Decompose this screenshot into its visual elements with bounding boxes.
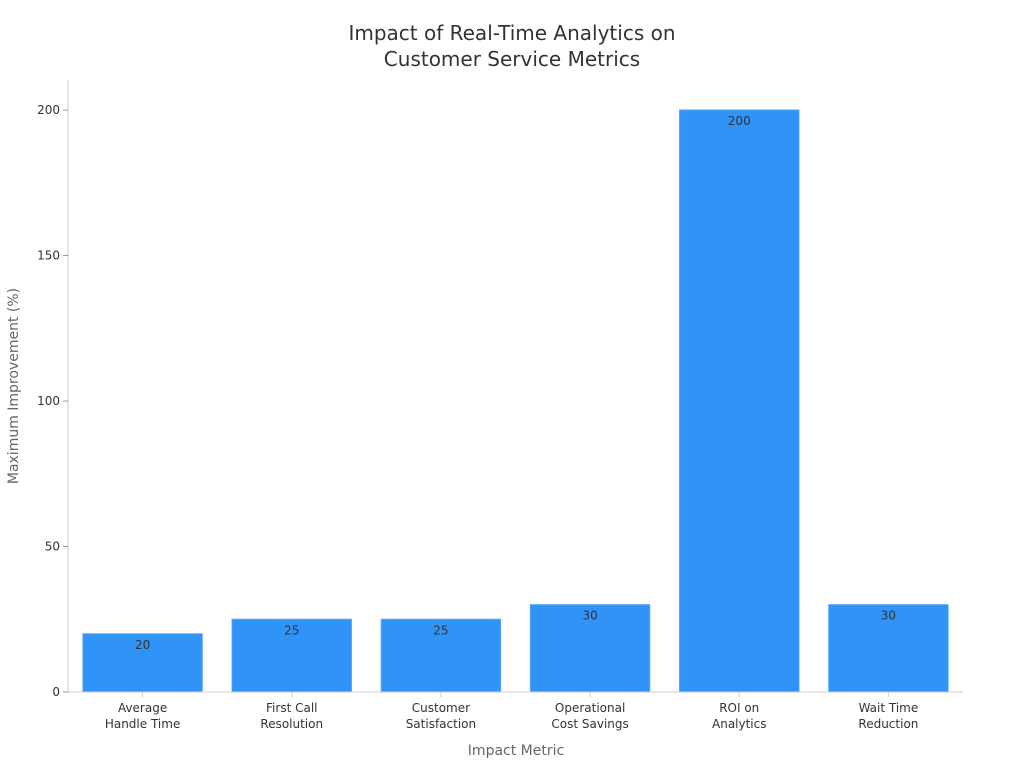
y-tick-label: 200: [37, 103, 60, 117]
y-tick-label: 50: [45, 540, 60, 554]
y-tick-label: 150: [37, 249, 60, 263]
x-tick-label: Operational Cost Savings: [551, 701, 628, 731]
bar-1: [231, 618, 352, 693]
bar-2: [380, 618, 502, 693]
x-tick-label: Customer Satisfaction: [406, 701, 476, 731]
y-axis-label: Maximum Improvement (%): [6, 288, 22, 484]
bar-value-label: 20: [135, 638, 150, 652]
y-tick-label: 0: [52, 685, 60, 699]
bar-5: [828, 604, 949, 693]
x-tick-label: ROI on Analytics: [712, 701, 767, 731]
chart-title: Impact of Real-Time Analytics on Custome…: [348, 21, 675, 71]
y-tick-label: 100: [37, 394, 60, 408]
bar-3: [529, 604, 651, 693]
bar-value-label: 200: [728, 114, 751, 128]
bar-value-label: 30: [582, 609, 597, 623]
bars: 20 25 25 30 200 30: [82, 109, 949, 693]
x-tick-label: Average Handle Time: [105, 701, 181, 731]
x-tick-label: Wait Time Reduction: [858, 701, 918, 731]
bar-value-label: 25: [433, 623, 448, 637]
x-axis: Average Handle Time First Call Resolution Cu…: [68, 691, 963, 731]
x-axis-label: Impact Metric: [468, 743, 564, 759]
chart-title-line-2: Customer Service Metrics: [384, 47, 640, 71]
bar-4: [679, 109, 800, 693]
bar-value-label: 30: [881, 609, 896, 623]
bar-0: [82, 633, 203, 693]
bar-value-label: 25: [284, 623, 299, 637]
chart-title-line-1: Impact of Real-Time Analytics on: [348, 21, 675, 45]
x-tick-label: First Call Resolution: [260, 701, 323, 731]
y-axis: 0 50 100 150 200: [37, 80, 69, 699]
